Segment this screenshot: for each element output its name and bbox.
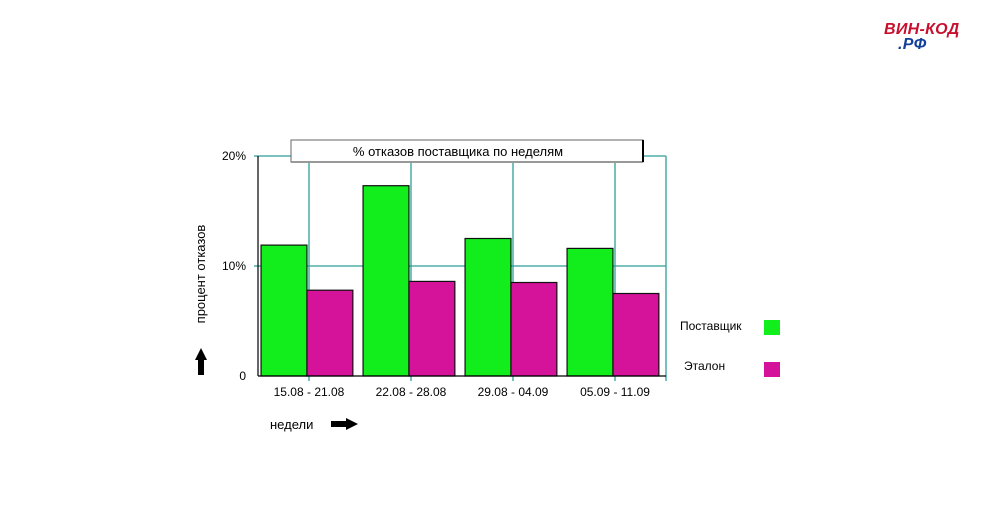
legend-label-reference: Эталон [684, 359, 725, 373]
arrow-right-icon [331, 418, 358, 430]
chart-title-box: % отказов поставщика по неделям [290, 139, 644, 163]
legend-item-reference: Эталон [684, 359, 780, 377]
brand-logo: ВИН-КОД .РФ [884, 21, 960, 53]
y-axis-label-group: процент отказов [193, 225, 208, 375]
logo-line-2: .РФ [898, 36, 927, 53]
logo-line-1: ВИН-КОД [884, 21, 960, 38]
bar-supplier [362, 185, 410, 377]
y-tick-label: 20% [222, 149, 246, 163]
bar-supplier [464, 237, 512, 377]
y-tick-label: 10% [222, 259, 246, 273]
x-tick-label: 15.08 - 21.08 [274, 385, 345, 399]
bar-supplier [566, 247, 614, 377]
x-tick-label: 29.08 - 04.09 [478, 385, 549, 399]
x-tick-labels: 15.08 - 21.08 22.08 - 28.08 29.08 - 04.09 0… [274, 385, 651, 399]
chart-title: % отказов поставщика по неделям [353, 144, 563, 159]
bar-reference [408, 280, 456, 377]
legend: Поставщик Эталон [680, 319, 780, 377]
legend-label-supplier: Поставщик [680, 319, 742, 333]
bars [260, 185, 660, 377]
bar-reference [306, 289, 354, 377]
legend-swatch-reference [764, 362, 780, 377]
y-axis-label: процент отказов [193, 225, 208, 324]
legend-item-supplier: Поставщик [680, 319, 780, 335]
arrow-up-icon [195, 348, 207, 375]
y-tick-labels: 0 10% 20% [222, 149, 246, 383]
x-tick-label: 05.09 - 11.09 [580, 385, 650, 399]
x-tick-label: 22.08 - 28.08 [376, 385, 447, 399]
x-axis-label: недели [270, 417, 313, 432]
x-axis-label-group: недели [270, 417, 358, 432]
axes [257, 156, 666, 377]
bar-reference [510, 281, 558, 377]
bar-supplier [260, 244, 308, 377]
legend-swatch-supplier [764, 320, 780, 335]
bar-reference [612, 292, 660, 377]
y-tick-label: 0 [239, 369, 246, 383]
